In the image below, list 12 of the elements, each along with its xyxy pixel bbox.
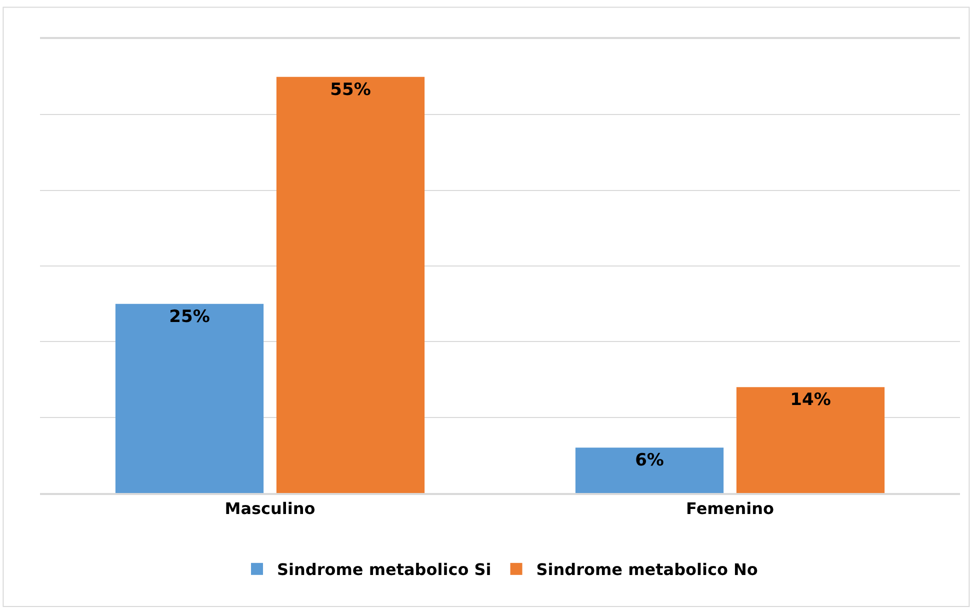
x-tick-label: Masculino xyxy=(224,498,316,518)
data-label: 25% xyxy=(169,306,210,327)
data-label: 14% xyxy=(790,390,831,410)
x-tick-label: Femenino xyxy=(686,498,774,518)
legend-label: Sindrome metabolico No xyxy=(536,560,758,580)
bar xyxy=(276,76,425,493)
legend-label: Sindrome metabolico Si xyxy=(277,560,492,580)
data-label: 55% xyxy=(330,80,371,100)
bar xyxy=(115,304,264,493)
data-label: 6% xyxy=(635,450,664,471)
bar xyxy=(736,387,885,493)
bar xyxy=(575,448,724,493)
